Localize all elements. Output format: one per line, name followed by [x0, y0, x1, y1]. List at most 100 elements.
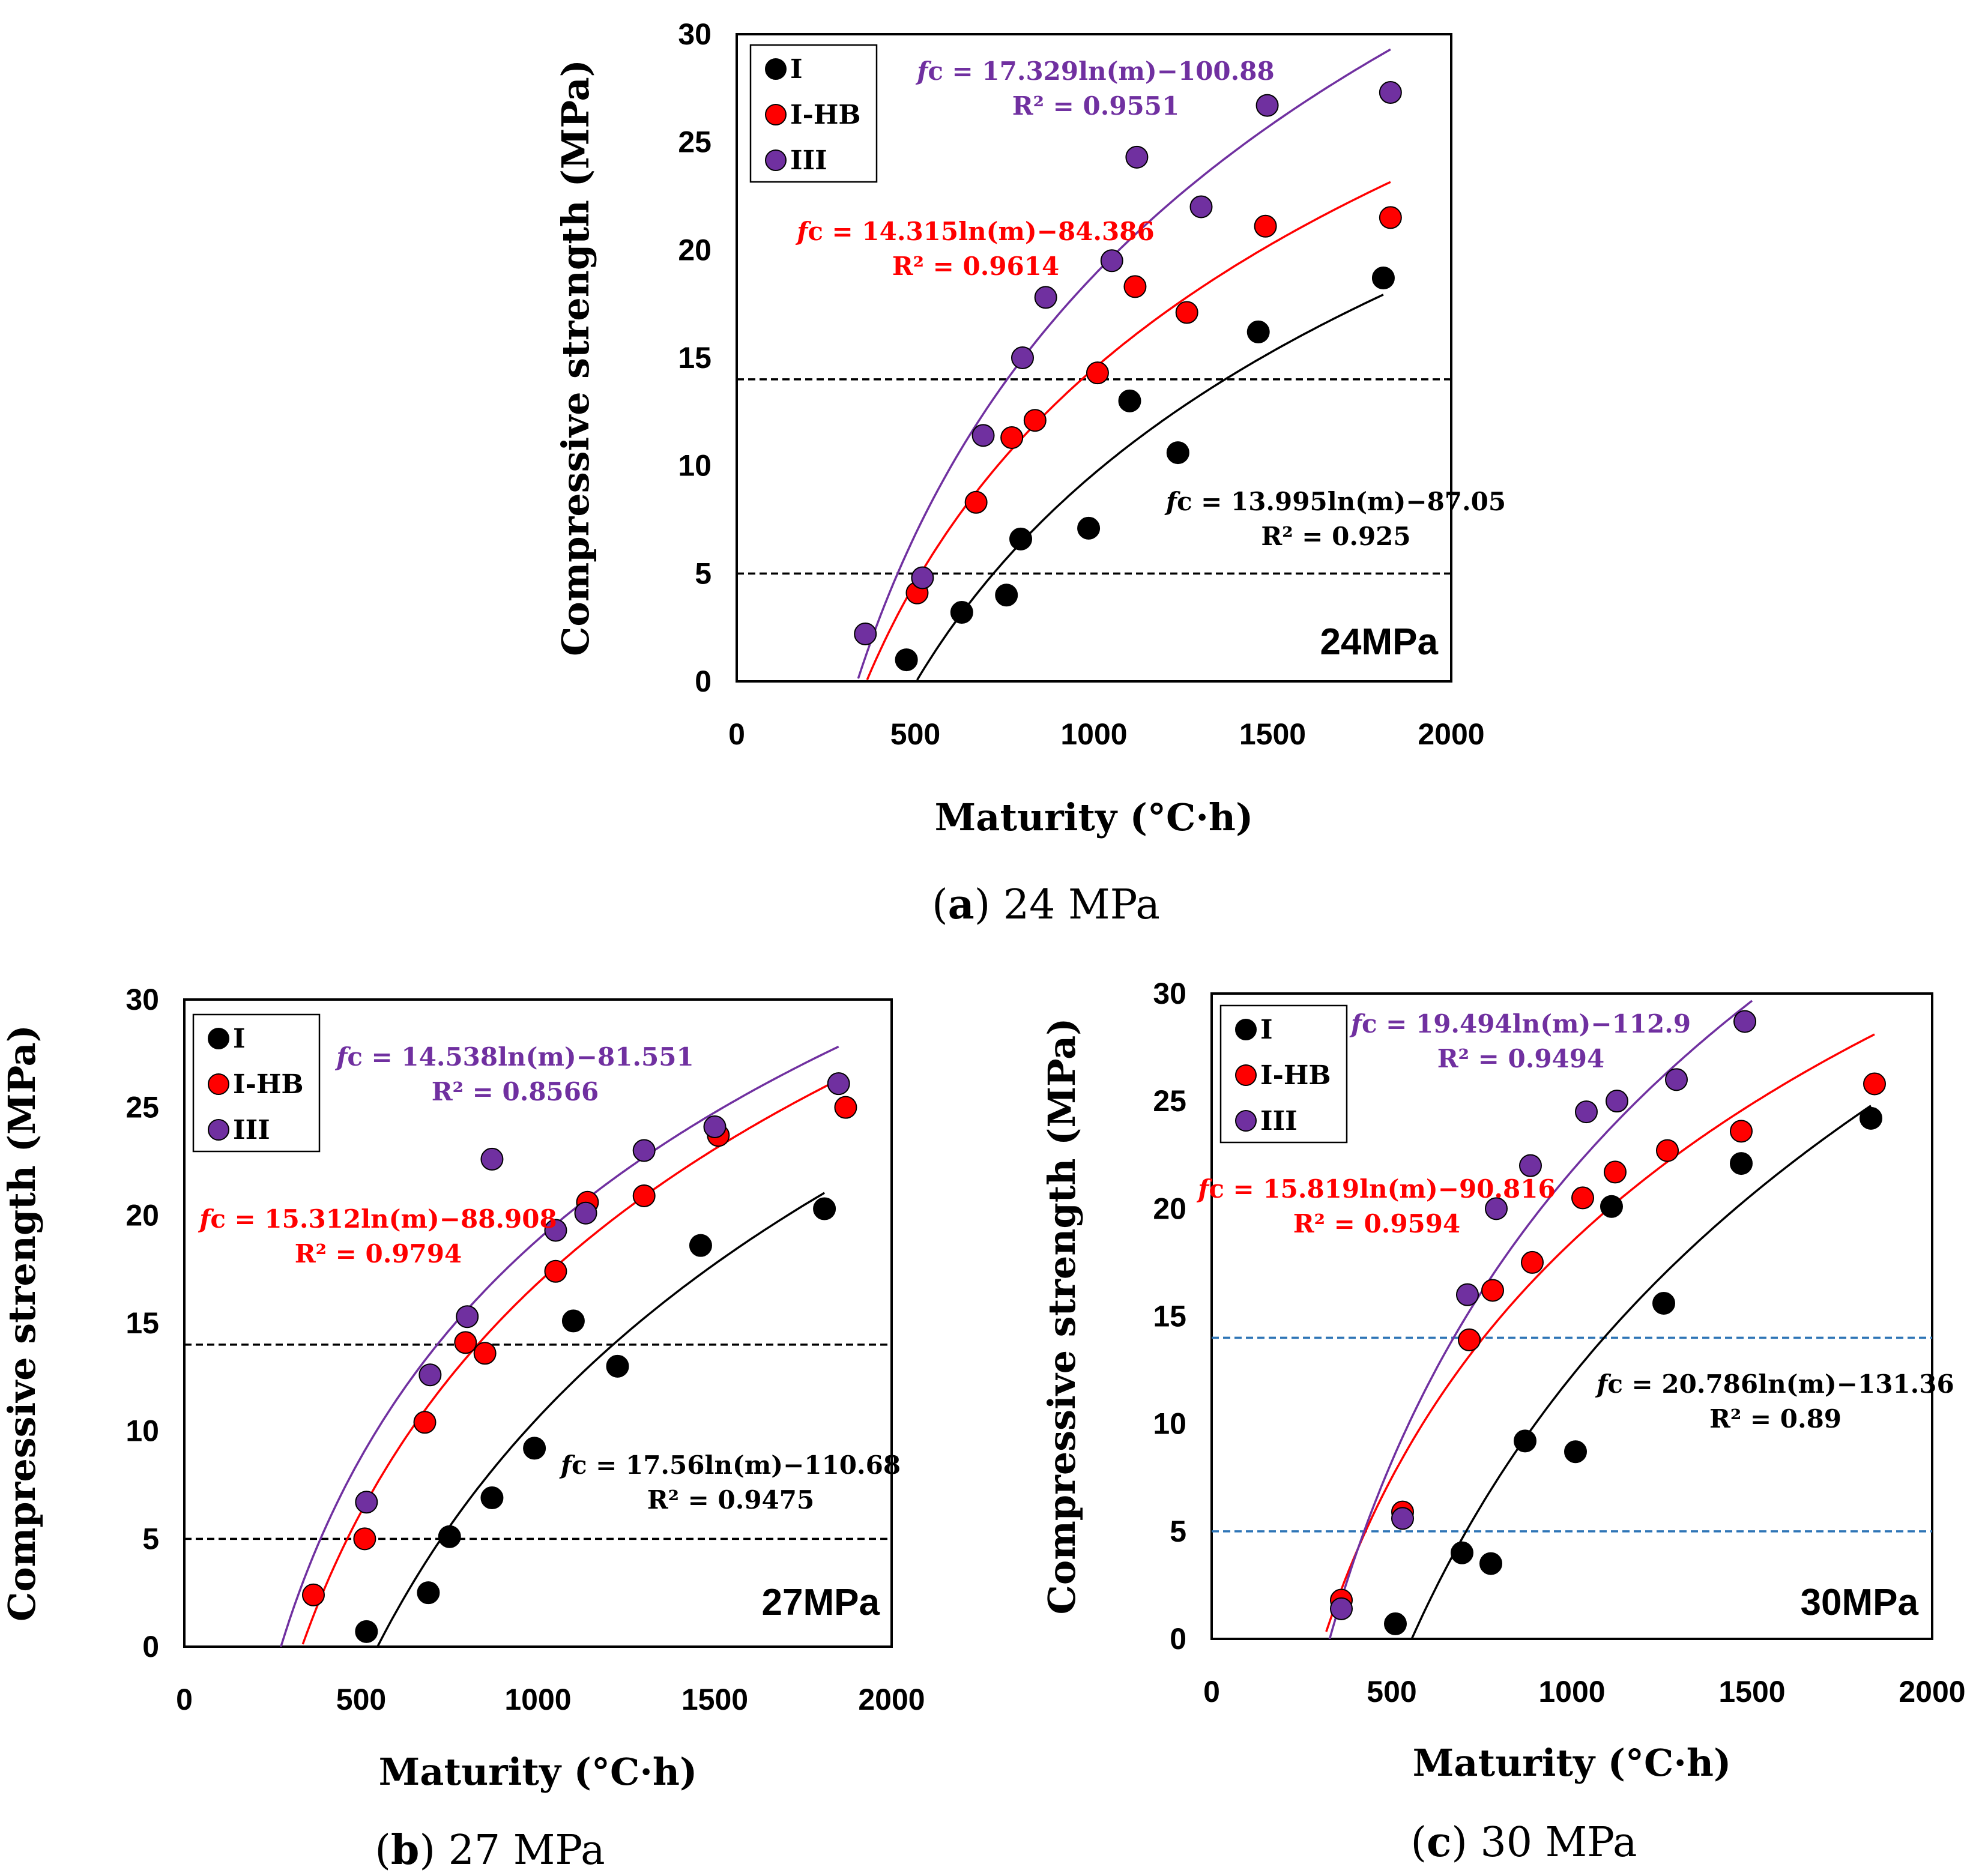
chart-panel-c: 0 5 10 15 20 25 30 0 500 1000 1500 2000 Maturity (°C…: [1040, 977, 1966, 1866]
data-point-i-hb: [473, 1342, 497, 1365]
data-point-i-hb: [1863, 1072, 1886, 1096]
data-point-i-hb: [413, 1411, 437, 1434]
data-point-i: [355, 1620, 378, 1643]
data-point-i: [1384, 1612, 1407, 1635]
y-tick-label: 15: [678, 341, 712, 375]
data-point-i: [1077, 516, 1101, 540]
y-tick-label: 10: [678, 449, 712, 483]
legend-marker-i-hb: [1235, 1064, 1257, 1086]
fit-r2-i: R² = 0.925: [1261, 522, 1410, 551]
panel-strength-label: 30MPa: [1801, 1582, 1919, 1623]
data-point-i: [1514, 1429, 1536, 1453]
data-point-i-hb: [1023, 409, 1047, 432]
data-point-i-hb: [1481, 1279, 1504, 1302]
caption-text: 24 MPa: [1003, 881, 1160, 929]
fit-curve-i-hb: [301, 1079, 839, 1645]
data-point-i: [480, 1486, 504, 1510]
data-point-i-hb: [1086, 361, 1109, 385]
data-point-i: [689, 1234, 712, 1257]
data-point-iii: [574, 1201, 597, 1225]
legend-label-i-hb: I-HB: [1260, 1060, 1331, 1091]
fit-r2-i: R² = 0.89: [1709, 1404, 1842, 1434]
chart-panel-b: 0 5 10 15 20 25 30 0 500 1000 1500 2000 Maturity (°C…: [0, 983, 925, 1874]
legend-marker-iii: [208, 1119, 229, 1141]
data-point-i-hb: [1458, 1328, 1481, 1351]
caption-paren: ): [974, 881, 1003, 929]
caption-paren: ): [419, 1827, 448, 1873]
data-point-iii: [1456, 1283, 1479, 1306]
chart-panel-a: 0 5 10 15 20 25 30 0 500 1000 1500 2000 Maturity (°C…: [554, 17, 1506, 929]
fit-curve-i: [916, 294, 1384, 681]
fit-curve-iii: [1328, 1000, 1753, 1639]
data-point-i: [895, 648, 918, 672]
legend-label-i-hb: I-HB: [233, 1069, 304, 1100]
equation-body: c = 13.995ln(m)−87.05: [1177, 487, 1506, 516]
data-point-i: [1166, 441, 1189, 465]
x-tick-label: 2000: [858, 1683, 925, 1716]
equation-body: c = 15.819ln(m)−90.816: [1209, 1174, 1555, 1204]
y-tick-label: 0: [142, 1630, 159, 1663]
legend-marker-i: [208, 1028, 229, 1049]
x-tick-label: 500: [336, 1683, 386, 1716]
x-axis-title: Maturity (°C·h): [935, 795, 1254, 839]
caption-letter: c: [1427, 1818, 1451, 1866]
panel-caption: (b) 27 MPa: [375, 1826, 605, 1873]
x-tick-label: 1500: [681, 1683, 748, 1716]
fit-equation-i: fc = 13.995ln(m)−87.05: [1164, 487, 1506, 516]
x-tick-label: 1500: [1718, 1675, 1785, 1709]
fit-curve-iii: [857, 48, 1391, 679]
y-tick-label: 20: [125, 1198, 159, 1232]
fit-curves: [857, 48, 1391, 681]
legend-marker-i: [1235, 1019, 1257, 1040]
data-point-i-hb: [1175, 301, 1198, 324]
equation-body: c = 17.329ln(m)−100.88: [928, 56, 1274, 86]
caption-text: 30 MPa: [1481, 1819, 1637, 1866]
x-tick-label: 1000: [1538, 1675, 1605, 1709]
data-point-i: [1371, 267, 1395, 290]
fit-equation-i-hb: fc = 15.819ln(m)−90.816: [1196, 1174, 1555, 1204]
fit-r2-iii: R² = 0.9551: [1012, 91, 1179, 121]
data-point-i-hb: [834, 1096, 857, 1119]
fit-curve-i: [376, 1192, 825, 1647]
caption-paren: (: [375, 1827, 391, 1873]
data-point-i: [1009, 527, 1033, 550]
caption-paren: (: [932, 881, 948, 929]
x-tick-label: 1000: [1060, 717, 1127, 751]
data-point-iii: [1330, 1597, 1353, 1620]
data-point-i: [1246, 320, 1270, 343]
equation-body: c = 19.494ln(m)−112.9: [1362, 1009, 1691, 1039]
data-point-iii: [1606, 1090, 1628, 1113]
data-point-i: [1600, 1195, 1623, 1218]
data-point-i-hb: [632, 1184, 656, 1207]
y-axis-title: Compressive strength (MPa): [0, 1025, 44, 1621]
legend-label-i: I: [233, 1024, 246, 1054]
legend-marker-iii: [1235, 1110, 1257, 1132]
data-point-i-hb: [1604, 1160, 1627, 1184]
data-point-i-hb: [1000, 426, 1024, 449]
x-tick-label: 1000: [504, 1683, 571, 1716]
fit-r2-i-hb: R² = 0.9614: [892, 252, 1059, 281]
y-tick-label: 0: [695, 665, 712, 698]
legend-marker-i: [765, 58, 787, 80]
data-point-i-hb: [454, 1331, 477, 1354]
caption-letter: b: [391, 1826, 420, 1873]
y-tick-label: 25: [678, 125, 712, 159]
data-point-i: [950, 601, 973, 624]
data-point-i: [1564, 1440, 1587, 1464]
legend-marker-i-hb: [208, 1073, 229, 1095]
caption-paren: (: [1410, 1819, 1427, 1866]
fit-curve-i-hb: [1325, 1033, 1875, 1632]
data-point-i-hb: [353, 1527, 376, 1551]
legend-label-iii: III: [1260, 1106, 1298, 1136]
x-tick-label: 2000: [1418, 717, 1484, 751]
data-point-i: [606, 1354, 629, 1378]
data-point-iii: [480, 1147, 504, 1171]
data-point-iii: [827, 1072, 850, 1096]
data-point-i: [995, 584, 1018, 607]
y-tick-label: 25: [1153, 1084, 1186, 1118]
fit-r2-i-hb: R² = 0.9594: [1293, 1209, 1460, 1238]
y-tick-label: 20: [678, 233, 712, 267]
fit-equation-iii: fc = 19.494ln(m)−112.9: [1349, 1009, 1691, 1039]
legend-label-i: I: [790, 54, 803, 85]
